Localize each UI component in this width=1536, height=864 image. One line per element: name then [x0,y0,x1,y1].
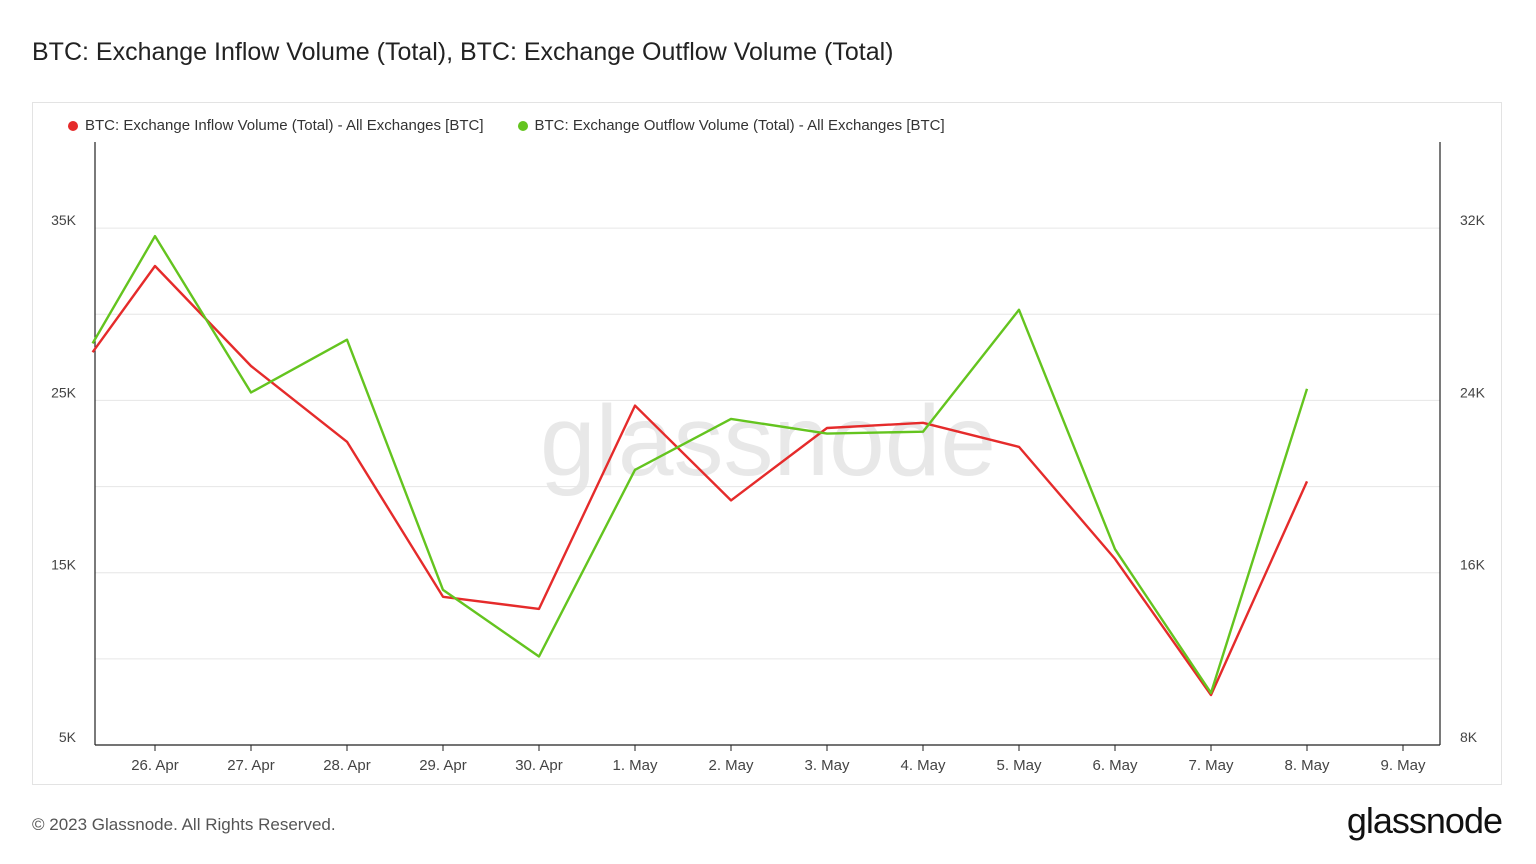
x-tick-label: 5. May [996,757,1042,774]
legend-marker-outflow [517,120,528,131]
x-tick-label: 26. Apr [131,757,179,774]
y-left-tick-label: 15K [51,557,77,573]
inflow-series-line [91,264,1309,697]
legend-label-outflow: BTC: Exchange Outflow Volume (Total) - A… [534,117,945,134]
x-tick-label: 8. May [1284,757,1330,774]
x-tick-label: 7. May [1188,757,1234,774]
brand-logo[interactable]: glassnode [1346,800,1503,841]
legend-marker-inflow [68,120,78,131]
x-axis-ticks: 26. Apr 27. Apr 28. Apr 29. Apr 30. Apr 1. Ma… [131,745,1426,774]
y-left-tick-label: 25K [51,384,77,400]
x-tick-label: 9. May [1380,757,1426,774]
y-right-tick-label: 8K [1460,729,1478,745]
gridlines [95,227,1440,660]
chart-card [32,102,1502,785]
copyright-text: © 2023 Glassnode. All Rights Reserved. [32,815,336,834]
watermark: glassnode [540,385,996,497]
x-tick-label: 29. Apr [419,757,467,774]
outflow-series-line [91,234,1309,695]
x-tick-label: 30. Apr [515,757,563,774]
series-lines [91,234,1309,697]
y-right-tick-label: 24K [1460,384,1486,400]
x-tick-label: 28. Apr [323,757,371,774]
x-tick-label: 27. Apr [227,757,275,774]
y-axis-ticks: 5K 15K 25K 35K 8K 16K 24K 32K [51,212,1485,745]
legend-label-inflow: BTC: Exchange Inflow Volume (Total) - Al… [85,117,484,134]
x-tick-label: 2. May [708,757,754,774]
x-tick-label: 6. May [1092,757,1138,774]
y-right-tick-label: 16K [1460,557,1486,573]
legend-item-inflow[interactable]: BTC: Exchange Inflow Volume (Total) - Al… [68,117,484,134]
x-tick-label: 1. May [612,757,658,774]
legend: BTC: Exchange Inflow Volume (Total) - Al… [68,117,945,134]
x-tick-label: 4. May [900,757,946,774]
y-right-tick-label: 32K [1460,212,1486,228]
chart-title: BTC: Exchange Inflow Volume (Total), BTC… [32,38,894,66]
x-tick-label: 3. May [804,757,850,774]
axes [94,142,1441,746]
y-left-tick-label: 35K [51,212,77,228]
legend-item-outflow[interactable]: BTC: Exchange Outflow Volume (Total) - A… [517,117,945,134]
y-left-tick-label: 5K [59,729,77,745]
